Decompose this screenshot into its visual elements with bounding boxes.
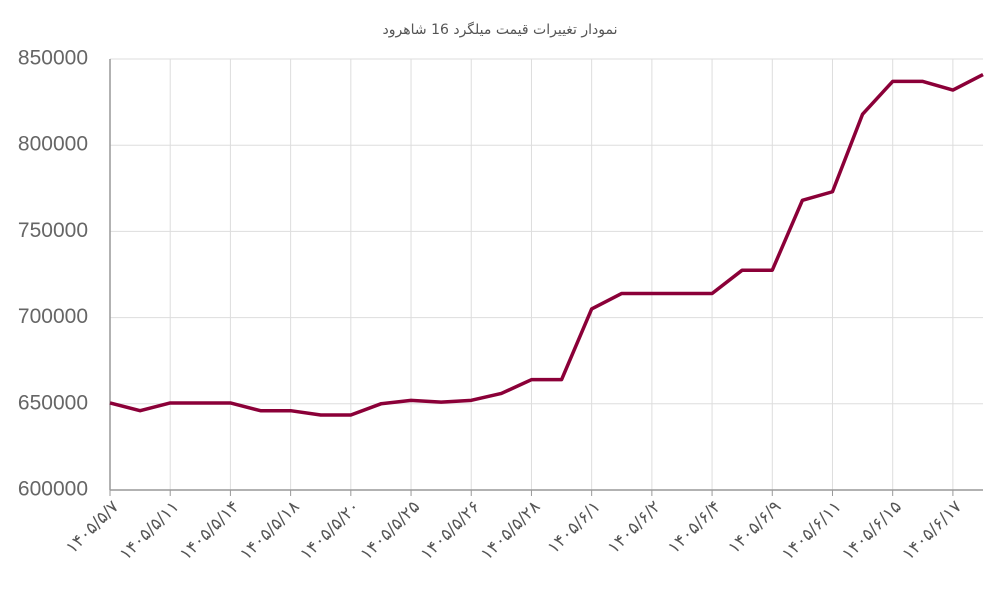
- x-tick-label: ۱۴۰۵/۵/۲۵: [357, 497, 424, 564]
- x-tick-label: ۱۴۰۵/۶/۱۱: [778, 497, 845, 564]
- x-tick-label: ۱۴۰۵/۵/۲۰: [296, 497, 363, 564]
- x-tick-label: ۱۴۰۵/۶/۱۷: [899, 497, 966, 564]
- x-tick-label: ۱۴۰۵/۶/۲: [604, 497, 665, 558]
- x-tick-label: ۱۴۰۵/۶/۱: [544, 497, 605, 558]
- x-tick-label: ۱۴۰۵/۵/۲۶: [417, 497, 484, 564]
- y-tick-label: 850000: [18, 47, 88, 70]
- x-tick-label: ۱۴۰۵/۵/۷: [62, 497, 123, 558]
- x-tick-label: ۱۴۰۵/۵/۱۸: [236, 497, 303, 564]
- x-tick-label: ۱۴۰۵/۵/۱۱: [116, 497, 183, 564]
- x-tick-label: ۱۴۰۵/۶/۴: [664, 497, 725, 558]
- x-tick-label: ۱۴۰۵/۵/۱۴: [176, 497, 243, 564]
- y-tick-label: 600000: [18, 478, 88, 501]
- line-series: [109, 72, 984, 417]
- x-tick-label: ۱۴۰۵/۶/۹: [724, 497, 785, 558]
- x-tick-label: ۱۴۰۵/۶/۱۵: [838, 497, 905, 564]
- y-tick-label: 650000: [18, 391, 88, 414]
- y-tick-label: 750000: [18, 219, 88, 242]
- chart-title: نمودار تغییرات قیمت میلگرد 16 شاهرود: [383, 21, 618, 38]
- y-tick-label: 800000: [18, 133, 88, 156]
- y-tick-label: 700000: [18, 305, 88, 328]
- x-tick-label: ۱۴۰۵/۵/۲۸: [477, 497, 544, 564]
